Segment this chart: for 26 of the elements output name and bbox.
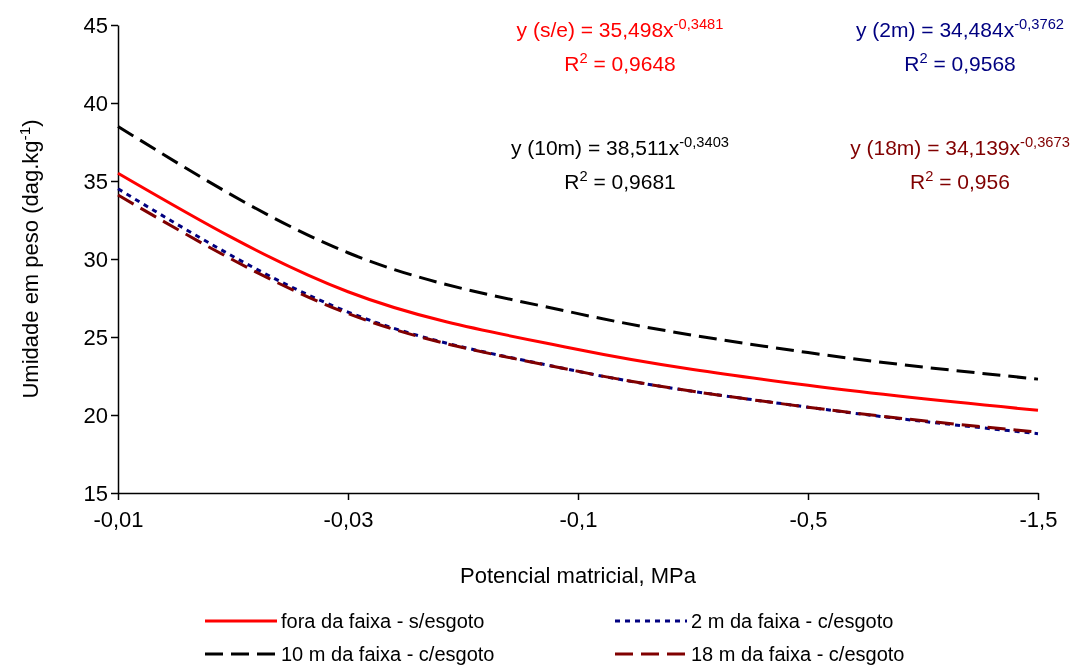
annotation: y (s/e) = 35,498x$^{-0,3481}$ xyxy=(516,16,724,41)
annotation: R$^{2}$ = 0,9568 xyxy=(904,50,1016,75)
annotation: y (10m) = 38,511x$^{-0,3403}$ xyxy=(510,134,730,159)
y-tick-label: 45 xyxy=(83,12,108,38)
legend-label: 18 m da faixa - c/esgoto xyxy=(691,643,905,665)
x-tick-label: -0,01 xyxy=(93,507,144,533)
x-tick-label: -0,1 xyxy=(559,507,598,533)
y-tick-label: 40 xyxy=(83,90,108,116)
annotation: R$^{2}$ = 0,9648 xyxy=(564,50,676,75)
y-tick-label: 30 xyxy=(83,246,108,272)
annotation: R$^{2}$ = 0,9681 xyxy=(564,168,676,193)
annotation: R$^{2}$ = 0,956 xyxy=(910,168,1010,193)
legend-label: fora da faixa - s/esgoto xyxy=(281,610,485,632)
legend-label: 10 m da faixa - c/esgoto xyxy=(281,643,495,665)
x-tick-label: -0,5 xyxy=(789,507,828,533)
line-series xyxy=(116,171,1040,412)
y-tick-label: 25 xyxy=(83,324,108,350)
y-tick-label: 35 xyxy=(83,168,108,194)
annotation: y (18m) = 34,139x$^{-0,3673}$ xyxy=(850,134,1070,159)
x-tick-label: -1,5 xyxy=(1019,507,1058,533)
y-tick-label: 15 xyxy=(83,480,108,506)
x-tick-label: -0,03 xyxy=(323,507,374,533)
x-axis-title: Potencial matricial, MPa xyxy=(460,563,697,588)
annotation: y (2m) = 34,484x$^{-0,3762}$ xyxy=(856,16,1064,41)
y-tick-label: 20 xyxy=(83,402,108,428)
legend-label: 2 m da faixa - c/esgoto xyxy=(691,610,894,632)
